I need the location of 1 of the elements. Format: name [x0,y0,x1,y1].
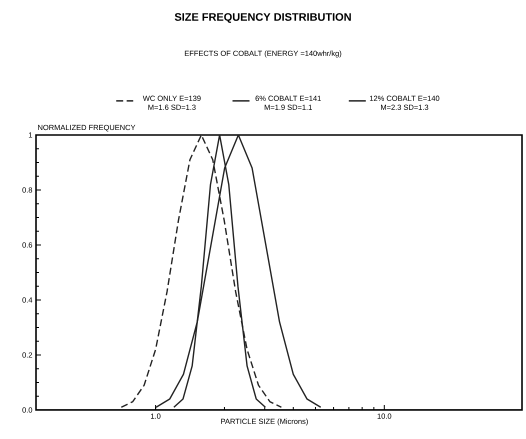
chart-title: SIZE FREQUENCY DISTRIBUTION [174,13,351,23]
